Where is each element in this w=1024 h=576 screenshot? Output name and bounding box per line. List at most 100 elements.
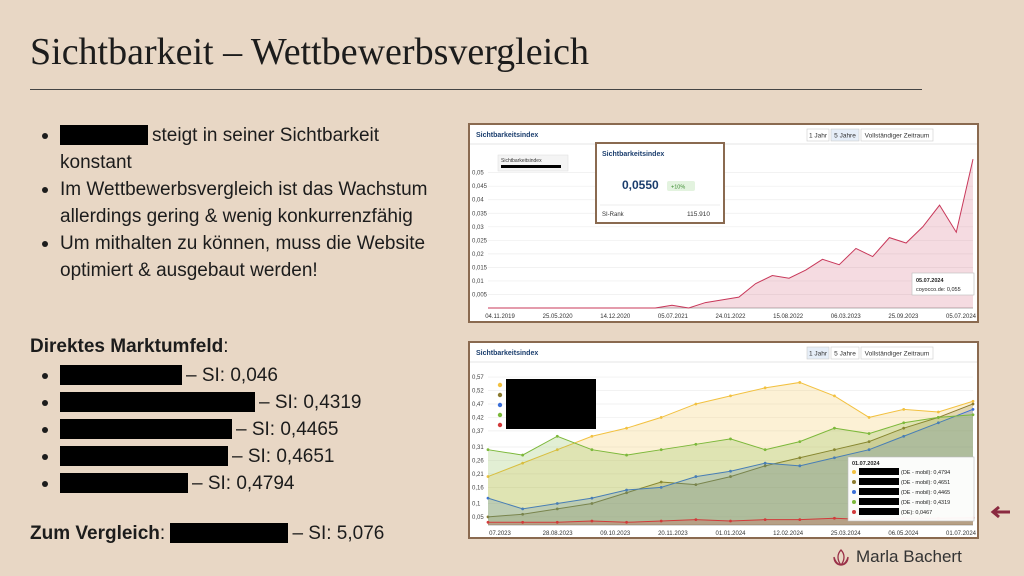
point xyxy=(659,416,663,419)
x-tick-label: 15.08.2022 xyxy=(773,314,804,320)
market-text: – SI: 0,4794 xyxy=(192,473,295,494)
point xyxy=(625,426,628,430)
point xyxy=(867,432,871,435)
point xyxy=(521,461,525,465)
market-text: – SI: 0,046 xyxy=(186,365,278,386)
point xyxy=(833,516,836,520)
legend-dot xyxy=(497,392,503,398)
point xyxy=(867,448,871,452)
point xyxy=(659,448,663,452)
slide-title: Sichtbarkeit – Wettbewerbsvergleich xyxy=(30,31,590,73)
point xyxy=(902,407,906,411)
point xyxy=(521,507,525,511)
x-tick-label: 12.02.2024 xyxy=(773,531,804,537)
point xyxy=(659,485,663,489)
bullet-text: Im Wettbewerbsvergleich ist das Wachstum… xyxy=(60,179,428,227)
point xyxy=(659,480,663,484)
range-button-label: 5 Jahre xyxy=(834,351,856,358)
card-title: Sichtbarkeitsindex xyxy=(602,151,664,158)
chart: Sichtbarkeitsindex 1 Jahr 5 Jahre Vollständ… xyxy=(470,128,977,320)
y-tick-label: 0,04 xyxy=(472,198,484,204)
range-button[interactable] xyxy=(830,346,860,360)
point xyxy=(694,442,698,446)
card-change: +10% xyxy=(671,185,685,191)
point xyxy=(590,519,594,523)
point xyxy=(971,399,975,403)
range-button[interactable] xyxy=(830,128,860,142)
point xyxy=(867,416,871,419)
divider xyxy=(30,89,922,90)
legend-dot xyxy=(497,402,503,408)
card-rank-label: SI-Rank xyxy=(602,212,625,218)
market-text: – SI: 0,4319 xyxy=(259,392,362,413)
point xyxy=(486,448,490,452)
market-text: – SI: 0,4465 xyxy=(236,419,339,440)
y-tick-label: 0,1 xyxy=(472,501,481,507)
point xyxy=(590,496,594,500)
range-button[interactable] xyxy=(860,128,934,142)
tooltip-dot xyxy=(852,510,856,514)
footer-name: Marla Bachert xyxy=(856,547,962,566)
point xyxy=(763,464,767,468)
redaction xyxy=(501,165,561,168)
redaction xyxy=(60,446,228,466)
point xyxy=(936,421,940,425)
legend-dot xyxy=(497,422,503,428)
point xyxy=(555,448,559,452)
point xyxy=(659,519,663,523)
x-tick-label: 20.11.2023 xyxy=(658,531,688,537)
x-tick-label: 07.2023 xyxy=(489,531,511,537)
y-tick-label: 0,005 xyxy=(472,292,488,298)
y-tick-label: 0,47 xyxy=(472,402,484,408)
point xyxy=(763,448,767,452)
card-rank: 115.910 xyxy=(687,211,710,218)
point xyxy=(798,440,802,444)
range-button-label: 1 Jahr xyxy=(809,133,828,140)
chart-title: Sichtbarkeitsindex xyxy=(476,132,538,139)
point xyxy=(625,488,628,492)
market-item: – SI: 0,4319 xyxy=(30,389,430,416)
range-button-label: 1 Jahr xyxy=(809,351,828,358)
point xyxy=(936,410,940,414)
point xyxy=(694,475,698,478)
point xyxy=(625,520,628,524)
area xyxy=(488,159,973,308)
point xyxy=(833,448,836,452)
legend-dot xyxy=(497,382,503,388)
tooltip-date: 05.07.2024 xyxy=(916,278,944,284)
range-button[interactable] xyxy=(806,128,830,142)
point xyxy=(486,475,490,478)
point xyxy=(798,456,802,460)
point xyxy=(902,426,906,430)
point xyxy=(486,515,490,519)
range-button[interactable] xyxy=(806,346,830,360)
bullet-list: steigt in seiner Sichtbarkeit konstant I… xyxy=(30,122,450,284)
point xyxy=(625,453,628,457)
point xyxy=(729,469,732,473)
point xyxy=(833,456,836,460)
redaction xyxy=(60,125,148,145)
market-item: – SI: 0,4651 xyxy=(30,443,430,470)
heading-suffix: : xyxy=(223,336,229,357)
market-heading: Direktes Marktumfeld: xyxy=(30,336,229,358)
point xyxy=(486,496,490,500)
point xyxy=(555,502,559,505)
tooltip-dot xyxy=(852,490,856,494)
range-button-label: Vollständiger Zeitraum xyxy=(865,351,930,358)
legend-label: Sichtbarkeitsindex xyxy=(501,158,542,164)
redaction xyxy=(859,468,899,475)
chart-panel: Sichtbarkeitsindex 1 Jahr 5 Jahre Vollständ… xyxy=(468,341,979,539)
comparison-suffix: : xyxy=(159,523,166,544)
comparison-label: Zum Vergleich xyxy=(30,523,160,544)
redaction xyxy=(60,392,255,412)
bullet-text: steigt in seiner Sichtbarkeit konstant xyxy=(60,125,380,173)
market-list: – SI: 0,046 – SI: 0,4319 – SI: 0,4465 – SI:… xyxy=(30,362,430,497)
summary-card xyxy=(595,142,725,224)
point xyxy=(486,520,490,524)
bullet: Im Wettbewerbsvergleich ist das Wachstum… xyxy=(30,176,450,230)
range-button[interactable] xyxy=(860,346,934,360)
range-button-label: 5 Jahre xyxy=(834,133,856,140)
market-item: – SI: 0,046 xyxy=(30,362,430,389)
point xyxy=(729,519,732,523)
